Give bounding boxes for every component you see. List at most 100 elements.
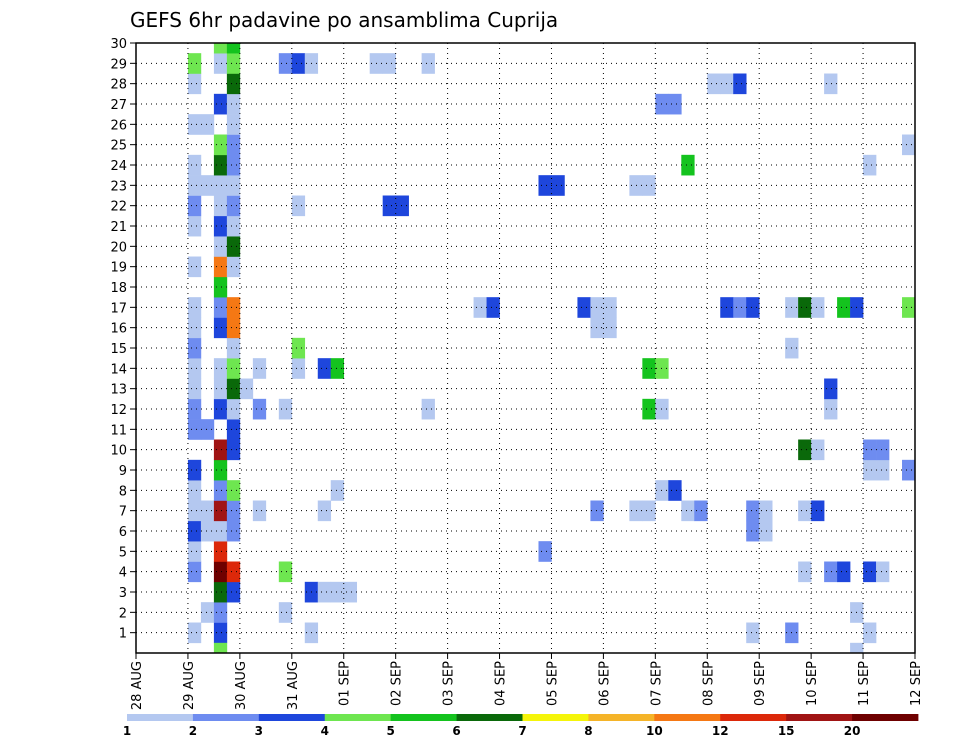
heatmap-cell [226, 337, 241, 359]
heatmap-cell [187, 154, 202, 176]
heatmap-cell [486, 297, 500, 318]
heatmap-cell [213, 256, 228, 278]
x-tick-label: 10 SEP [805, 661, 820, 706]
heatmap-cell [226, 317, 241, 339]
heatmap-cell [811, 439, 825, 461]
heatmap-cell [863, 622, 877, 644]
heatmap-cell [213, 134, 228, 156]
heatmap-cell [187, 195, 202, 217]
heatmap-cell [798, 439, 812, 461]
colorbar-label: 20 [844, 724, 861, 738]
colorbar-label: 1 [123, 724, 131, 738]
colorbar-swatch [720, 714, 787, 721]
heatmap-cell [187, 215, 202, 237]
grid-lines [136, 42, 915, 653]
heatmap-cell [824, 73, 838, 95]
heatmap-cell [226, 134, 241, 156]
heatmap-cell [746, 520, 760, 542]
heatmap-cell [226, 581, 241, 603]
heatmap-cell [733, 73, 747, 95]
heatmap-cell [226, 154, 241, 176]
heatmap-cell [187, 561, 202, 583]
y-tick-label: 4 [119, 566, 127, 581]
heatmap-cell [902, 297, 916, 318]
heatmap-cell [902, 134, 916, 156]
heatmap-cell [226, 256, 241, 278]
heatmap-cell [213, 154, 228, 176]
heatmap-cell [213, 297, 228, 318]
heatmap-cell [226, 236, 241, 257]
heatmap-cell [213, 317, 228, 339]
heatmap-cell [317, 500, 332, 522]
y-tick-label: 1 [119, 627, 127, 642]
colorbar-label: 15 [778, 724, 795, 738]
heatmap-cell [187, 317, 202, 339]
heatmap-cell [200, 114, 215, 135]
colorbar-label: 5 [386, 724, 394, 738]
colorbar-label: 7 [518, 724, 526, 738]
heatmap-cell [226, 439, 241, 461]
colorbar-swatch [786, 714, 853, 721]
heatmap-cell [863, 154, 877, 176]
y-tick-label: 29 [110, 57, 127, 72]
heatmap-cell [850, 642, 864, 654]
heatmap-cell [811, 297, 825, 318]
heatmap-cell [187, 358, 202, 379]
y-tick-label: 12 [110, 403, 127, 418]
y-tick-label: 20 [110, 240, 127, 255]
heatmap-cell [226, 358, 241, 379]
colorbar-label: 12 [712, 724, 729, 738]
heatmap-cell [213, 622, 228, 644]
heatmap-cell [187, 378, 202, 400]
y-tick-label: 23 [110, 179, 127, 194]
heatmap-cell [824, 398, 838, 420]
colorbar-swatch [456, 714, 523, 721]
heatmap-cell [538, 175, 552, 196]
heatmap-cell [187, 175, 202, 196]
heatmap-cell [317, 581, 332, 603]
heatmap-cell [226, 93, 241, 115]
y-tick-label: 24 [110, 159, 127, 174]
heatmap-cell [213, 236, 228, 257]
heatmap-cell [291, 195, 306, 217]
heatmap-cell [551, 175, 565, 196]
y-tick-label: 13 [110, 383, 127, 398]
heatmap-cell [213, 480, 228, 501]
heatmap-cell [291, 358, 306, 379]
colorbar-swatch [192, 714, 260, 721]
heatmap-cell [642, 175, 656, 196]
colorbar-swatch [127, 714, 194, 721]
heatmap-cell [226, 114, 241, 135]
y-tick-label: 8 [119, 484, 127, 499]
x-tick-label: 08 SEP [701, 661, 716, 706]
y-tick-label: 21 [110, 220, 127, 235]
y-tick-label: 18 [110, 281, 127, 296]
chart-title: GEFS 6hr padavine po ansamblima Cuprija [130, 8, 558, 32]
y-tick-label: 6 [119, 525, 127, 540]
heatmap-cell [252, 500, 267, 522]
y-tick-label: 15 [110, 342, 127, 357]
x-tick-label: 09 SEP [753, 661, 768, 706]
heatmap-cell [603, 297, 617, 318]
colorbar-swatch [324, 714, 392, 721]
heatmap-cell [798, 561, 812, 583]
heatmap-cell [590, 500, 604, 522]
colorbar-legend: 1 2 3 4 5 6 7 8 10 12 15 20 [123, 714, 919, 738]
y-tick-label: 3 [119, 586, 127, 601]
y-tick-label: 26 [110, 118, 127, 133]
heatmap-cell [681, 500, 695, 522]
heatmap-cell [291, 337, 306, 359]
heatmap-cell [278, 602, 293, 623]
heatmap-cell [837, 561, 851, 583]
y-axis: 1234567891011121314151617181920212223242… [110, 37, 136, 642]
y-tick-label: 5 [119, 545, 127, 560]
x-tick-label: 29 AUG [182, 661, 197, 710]
heatmap-cell [187, 500, 202, 522]
y-tick-label: 28 [110, 78, 127, 93]
heatmap-cell [668, 93, 682, 115]
heatmap-cell [278, 561, 293, 583]
colorbar-swatch [852, 714, 919, 721]
heatmap-cell [252, 398, 267, 420]
heatmap-cell [902, 459, 916, 481]
x-tick-label: 03 SEP [442, 661, 457, 706]
